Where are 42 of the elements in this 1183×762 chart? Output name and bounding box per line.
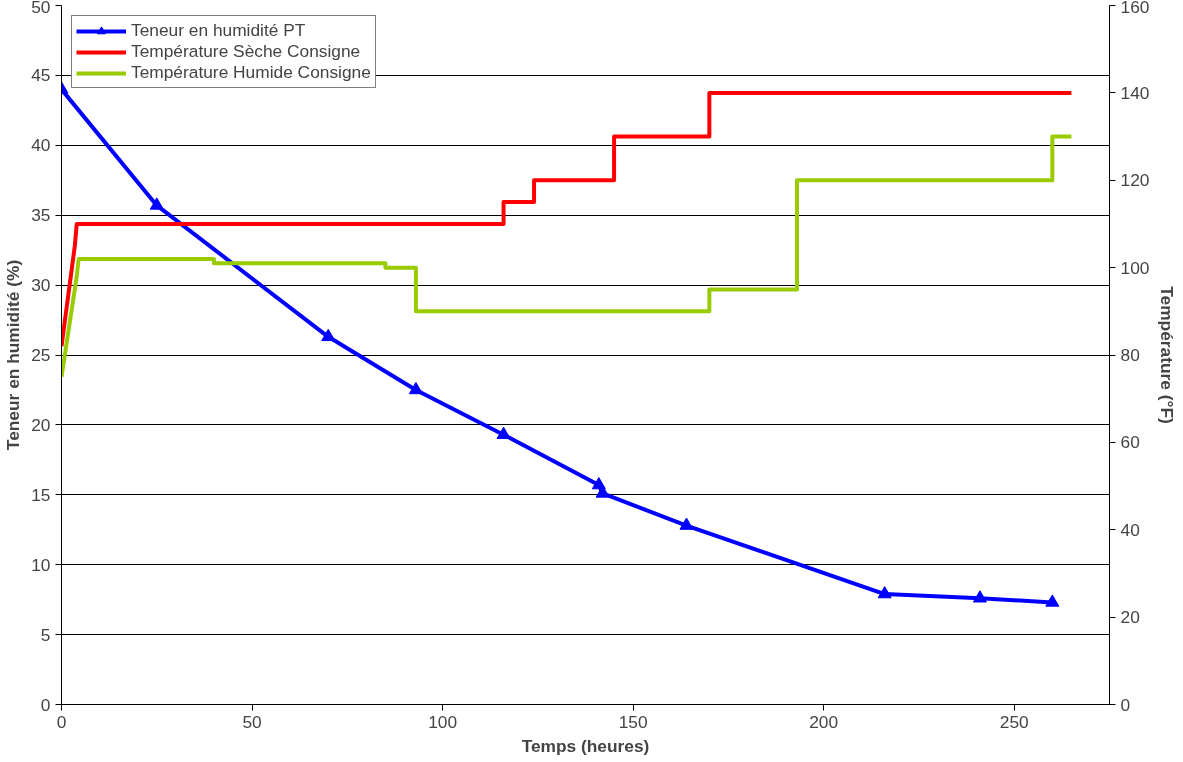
point (408, 381, 423, 395)
y2-tick-label: 120 (1120, 170, 1150, 191)
y-tick-label: 35 (31, 205, 51, 226)
point (877, 586, 892, 599)
x-tick-label: 200 (809, 711, 839, 732)
y-tick-label: 0 (40, 694, 51, 715)
x-tick-label: 150 (618, 711, 648, 732)
line-series (61, 134, 1074, 379)
y2-tick-label: 160 (1120, 0, 1150, 17)
y-tick-label: 5 (40, 624, 51, 645)
y2-tick-label: 80 (1120, 345, 1140, 365)
y-tick-label: 15 (31, 484, 51, 505)
y-tick-label: 30 (31, 275, 51, 296)
line-series (61, 90, 1074, 349)
y2-axis-title: Température (°F) (1157, 286, 1178, 424)
y-tick-label: 40 (31, 135, 51, 156)
y-tick-label: 50 (31, 0, 51, 17)
x-axis-title: Temps (heures) (521, 735, 650, 756)
x-tick-label: 100 (428, 711, 458, 732)
y-axis-title: Teneur en humidité (%) (3, 259, 24, 451)
legend-label: Température Sèche Consigne (131, 41, 361, 62)
legend-label: Teneur en humidité PT (131, 20, 306, 41)
point (496, 426, 511, 439)
y-tick-label: 45 (31, 65, 51, 86)
y2-tick-label: 60 (1120, 432, 1140, 453)
legend-label: Température Humide Consigne (131, 62, 371, 83)
point (972, 590, 987, 603)
y-tick-label: 10 (31, 554, 51, 575)
y-tick-label: 25 (31, 345, 51, 365)
point (149, 197, 164, 210)
y2-tick-label: 40 (1120, 519, 1140, 540)
point (1045, 594, 1060, 607)
x-tick-label: 50 (242, 711, 262, 732)
y2-tick-label: 20 (1120, 607, 1140, 628)
y2-tick-label: 140 (1120, 82, 1150, 103)
y2-tick-label: 100 (1120, 257, 1150, 278)
y2-tick-label: 0 (1120, 694, 1131, 715)
x-tick-label: 0 (56, 711, 67, 732)
point (321, 328, 336, 342)
x-tick-label: 250 (999, 711, 1029, 732)
y-tick-label: 20 (31, 414, 51, 435)
point (679, 517, 694, 530)
